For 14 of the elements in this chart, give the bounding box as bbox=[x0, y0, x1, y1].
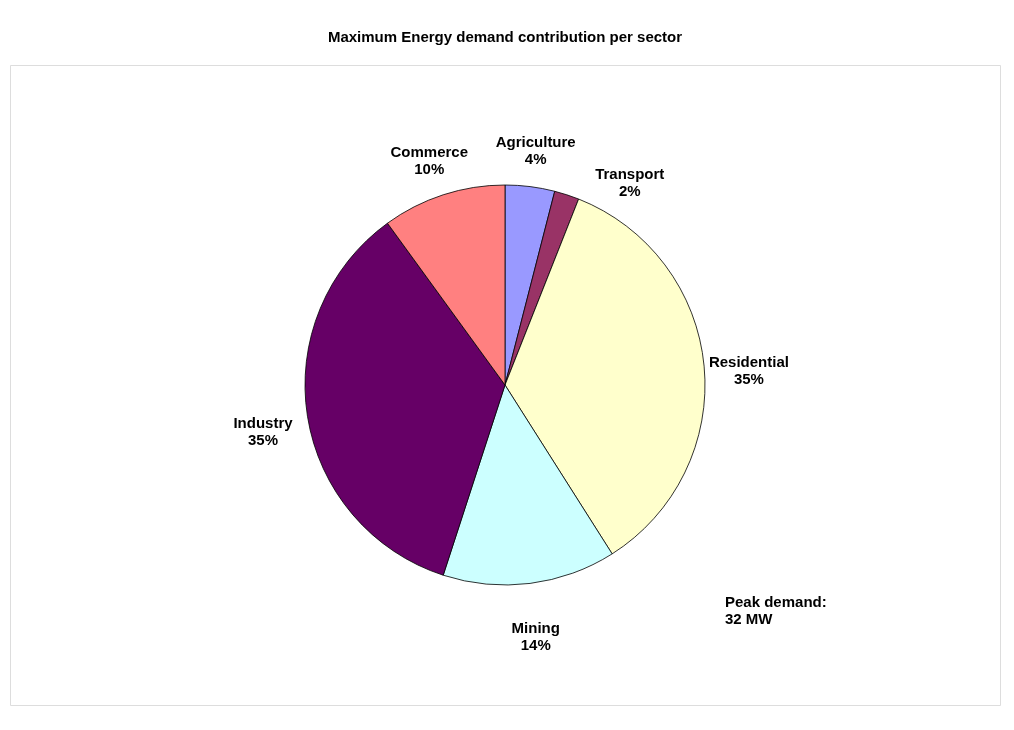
data-label: 2% bbox=[618, 182, 641, 200]
data-label: 35% bbox=[733, 369, 764, 387]
text: Peak demand: 32 MW bbox=[725, 593, 827, 627]
slice-label: Commerce bbox=[390, 142, 469, 160]
slice-label: Agriculture bbox=[495, 132, 576, 150]
data-label: 35% bbox=[248, 431, 279, 449]
chart-title: Maximum Energy demand contribution per sector bbox=[327, 28, 683, 45]
data-label: 10% bbox=[414, 159, 445, 177]
slice-label: Mining bbox=[511, 619, 560, 637]
slice-label: Industry bbox=[233, 414, 294, 432]
slice-label: Transport bbox=[595, 165, 665, 183]
slice-label: Residential bbox=[708, 352, 789, 370]
data-label: 4% bbox=[524, 149, 547, 167]
data-label: 14% bbox=[520, 636, 551, 654]
